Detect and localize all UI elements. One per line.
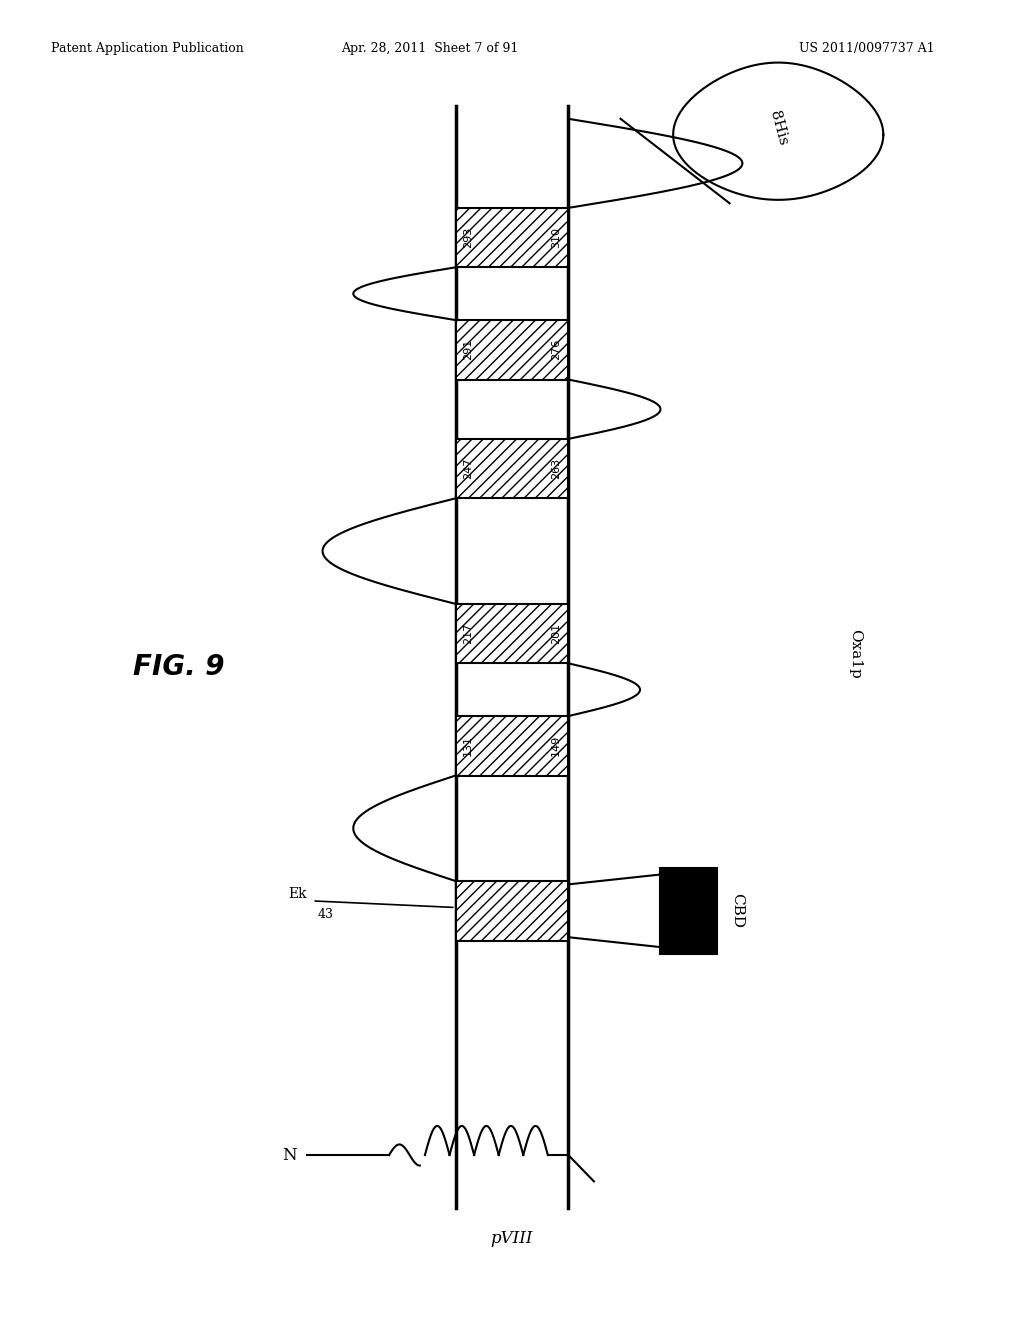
Text: 310: 310 — [551, 227, 561, 248]
Text: 276: 276 — [551, 339, 561, 360]
Text: 149: 149 — [551, 735, 561, 756]
Bar — [456, 715, 568, 776]
Bar — [456, 605, 568, 663]
Bar — [456, 438, 568, 498]
Text: US 2011/0097737 A1: US 2011/0097737 A1 — [799, 42, 934, 55]
Text: Apr. 28, 2011  Sheet 7 of 91: Apr. 28, 2011 Sheet 7 of 91 — [341, 42, 519, 55]
Text: 201: 201 — [551, 623, 561, 644]
Bar — [456, 207, 568, 267]
Text: 217: 217 — [463, 623, 473, 644]
Text: Patent Application Publication: Patent Application Publication — [51, 42, 244, 55]
Text: 291: 291 — [463, 339, 473, 360]
Text: FIG. 9: FIG. 9 — [133, 652, 224, 681]
Text: N: N — [283, 1147, 297, 1163]
Text: Ek: Ek — [289, 887, 307, 902]
Text: 293: 293 — [463, 227, 473, 248]
Text: 263: 263 — [551, 458, 561, 479]
Text: 131: 131 — [463, 735, 473, 756]
Text: pVIII: pVIII — [490, 1230, 534, 1246]
Text: Oxa1p: Oxa1p — [848, 628, 862, 678]
Bar — [456, 882, 568, 940]
Text: CBD: CBD — [730, 894, 744, 928]
Text: 247: 247 — [463, 458, 473, 479]
Bar — [456, 319, 568, 380]
Text: 43: 43 — [317, 908, 334, 920]
Text: 8His: 8His — [767, 110, 790, 147]
Bar — [660, 869, 717, 953]
